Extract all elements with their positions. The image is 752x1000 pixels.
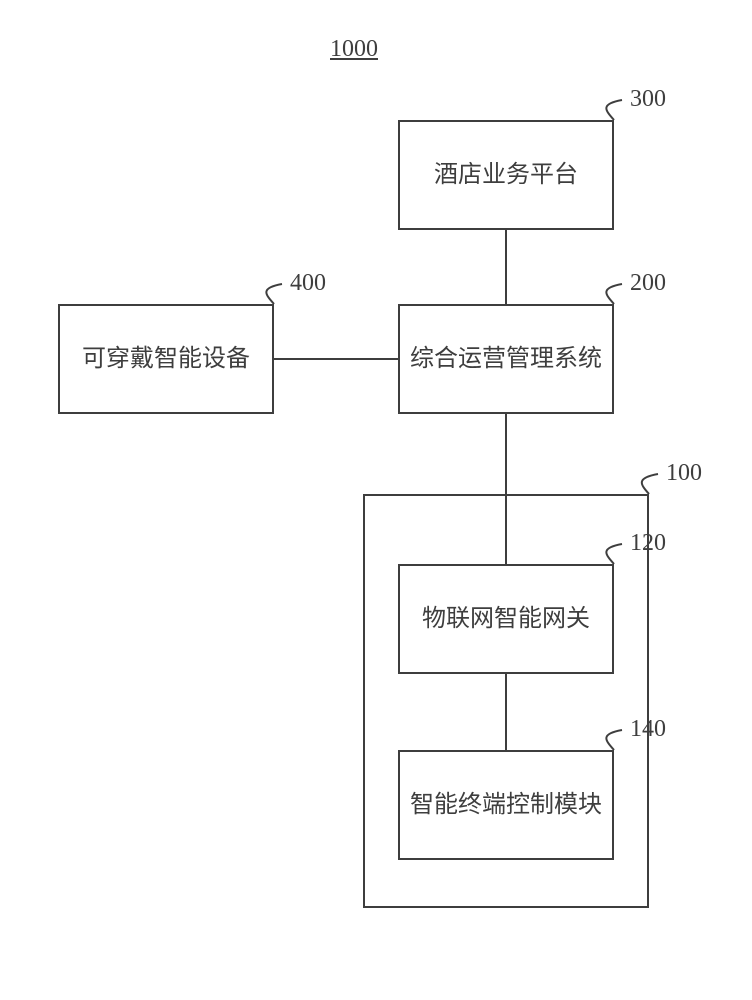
node-120-label: 物联网智能网关 — [422, 603, 590, 635]
node-200: 综合运营管理系统 — [398, 304, 614, 414]
node-300-label: 酒店业务平台 — [434, 159, 578, 191]
label-200: 200 — [630, 270, 666, 297]
label-100: 100 — [666, 460, 702, 487]
leader-100 — [642, 474, 658, 494]
node-140-label: 智能终端控制模块 — [410, 789, 602, 821]
node-120: 物联网智能网关 — [398, 564, 614, 674]
label-140: 140 — [630, 716, 666, 743]
node-140: 智能终端控制模块 — [398, 750, 614, 860]
leader-400 — [266, 284, 282, 304]
node-400-label: 可穿戴智能设备 — [82, 343, 250, 375]
leader-300 — [606, 100, 622, 120]
label-400: 400 — [290, 270, 326, 297]
edge-n300-n200 — [505, 230, 507, 304]
label-300: 300 — [630, 86, 666, 113]
edge-n120-n140 — [505, 674, 507, 750]
diagram-canvas: 1000 酒店业务平台 可穿戴智能设备 综合运营管理系统 物联网智能网关 智能终… — [0, 0, 752, 1000]
diagram-title: 1000 — [330, 36, 378, 63]
edge-n200-n120 — [505, 414, 507, 564]
label-120: 120 — [630, 530, 666, 557]
node-300: 酒店业务平台 — [398, 120, 614, 230]
leader-200 — [606, 284, 622, 304]
node-200-label: 综合运营管理系统 — [410, 343, 602, 375]
edge-n400-n200 — [274, 358, 398, 360]
node-400: 可穿戴智能设备 — [58, 304, 274, 414]
